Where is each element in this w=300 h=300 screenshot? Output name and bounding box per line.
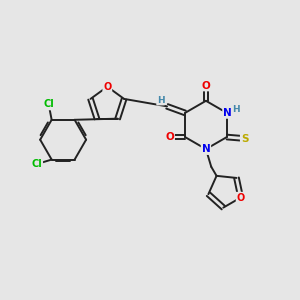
Text: N: N [223, 108, 232, 118]
Text: Cl: Cl [32, 159, 42, 169]
Text: Cl: Cl [43, 100, 54, 110]
Text: O: O [202, 80, 210, 91]
Text: S: S [241, 134, 248, 143]
Text: O: O [237, 193, 245, 202]
Text: O: O [103, 82, 111, 92]
Text: H: H [157, 96, 164, 105]
Text: N: N [202, 144, 210, 154]
Text: O: O [165, 132, 174, 142]
Text: H: H [232, 106, 240, 115]
